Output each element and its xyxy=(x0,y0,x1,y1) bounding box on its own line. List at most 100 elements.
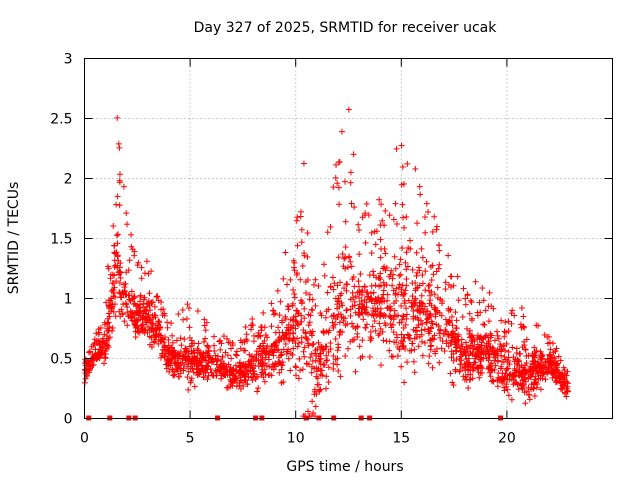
data-point xyxy=(321,272,328,279)
data-point xyxy=(186,305,193,312)
data-point xyxy=(334,282,341,289)
data-point xyxy=(345,106,352,113)
data-point xyxy=(412,285,419,292)
data-point xyxy=(422,268,429,275)
data-point xyxy=(334,347,341,354)
data-point xyxy=(244,368,251,375)
data-point xyxy=(298,339,305,346)
data-point xyxy=(177,348,184,355)
data-point xyxy=(468,333,475,340)
data-point xyxy=(224,352,231,359)
data-point xyxy=(505,348,512,355)
data-point xyxy=(110,222,117,229)
data-point xyxy=(393,145,400,152)
data-point xyxy=(329,274,336,281)
x-tick-label: 0 xyxy=(80,431,89,447)
data-point xyxy=(368,283,375,290)
data-point xyxy=(212,367,219,374)
data-point xyxy=(232,351,239,358)
data-point xyxy=(534,362,541,369)
data-point xyxy=(448,330,455,337)
data-point xyxy=(426,281,433,288)
data-point xyxy=(109,301,116,308)
data-point xyxy=(436,261,443,268)
data-point xyxy=(402,321,409,328)
data-point xyxy=(453,356,460,363)
data-point xyxy=(390,316,397,323)
data-point xyxy=(549,354,556,361)
data-point xyxy=(253,351,260,358)
data-point xyxy=(116,289,123,296)
data-point xyxy=(419,272,426,279)
data-point xyxy=(417,317,424,324)
data-point xyxy=(204,376,211,383)
data-point xyxy=(319,372,326,379)
data-point xyxy=(295,339,302,346)
data-point xyxy=(116,179,123,186)
data-point xyxy=(283,348,290,355)
data-point xyxy=(111,257,118,264)
data-point xyxy=(427,312,434,319)
data-point xyxy=(311,386,318,393)
data-point xyxy=(425,208,432,215)
data-point xyxy=(335,344,342,351)
data-point xyxy=(129,296,136,303)
data-point xyxy=(323,343,330,350)
data-point xyxy=(369,305,376,312)
data-point xyxy=(320,328,327,335)
data-point xyxy=(422,287,429,294)
data-point xyxy=(211,333,218,340)
data-point xyxy=(101,321,108,328)
data-point xyxy=(553,366,560,373)
data-point xyxy=(533,347,540,354)
data-point xyxy=(314,381,321,388)
data-point xyxy=(199,354,206,361)
data-point xyxy=(295,375,302,382)
data-point xyxy=(299,366,306,373)
data-point xyxy=(338,128,345,135)
data-point xyxy=(448,313,455,320)
data-point xyxy=(270,311,277,318)
data-point xyxy=(309,341,316,348)
data-point xyxy=(409,266,416,273)
data-point xyxy=(410,307,417,314)
data-point xyxy=(131,321,138,328)
data-point xyxy=(304,336,311,343)
data-point xyxy=(348,200,355,207)
data-point xyxy=(399,201,406,208)
data-point xyxy=(330,324,337,331)
data-point xyxy=(202,327,209,334)
data-point xyxy=(349,289,356,296)
data-point xyxy=(143,258,150,265)
data-point xyxy=(152,312,159,319)
data-point xyxy=(164,353,171,360)
data-point xyxy=(82,375,89,382)
data-point xyxy=(555,353,562,360)
data-point xyxy=(381,320,388,327)
data-point xyxy=(379,217,386,224)
x-axis-label: GPS time / hours xyxy=(286,459,403,475)
data-point xyxy=(472,359,479,366)
data-point xyxy=(521,367,528,374)
data-point xyxy=(382,312,389,319)
data-point xyxy=(160,306,167,313)
data-point xyxy=(173,365,180,372)
data-point xyxy=(170,352,177,359)
data-point xyxy=(106,323,113,330)
data-point xyxy=(489,367,496,374)
data-point xyxy=(469,349,476,356)
data-point xyxy=(428,302,435,309)
data-point xyxy=(534,370,541,377)
data-point xyxy=(307,312,314,319)
data-point xyxy=(86,369,93,376)
data-point xyxy=(287,367,294,374)
data-point xyxy=(160,339,167,346)
x-tick-label: 15 xyxy=(392,431,410,447)
data-point xyxy=(468,315,475,322)
data-point xyxy=(354,333,361,340)
data-point xyxy=(383,264,390,271)
data-point xyxy=(127,314,134,321)
data-point xyxy=(368,312,375,319)
data-point xyxy=(368,296,375,303)
data-point xyxy=(104,263,111,270)
